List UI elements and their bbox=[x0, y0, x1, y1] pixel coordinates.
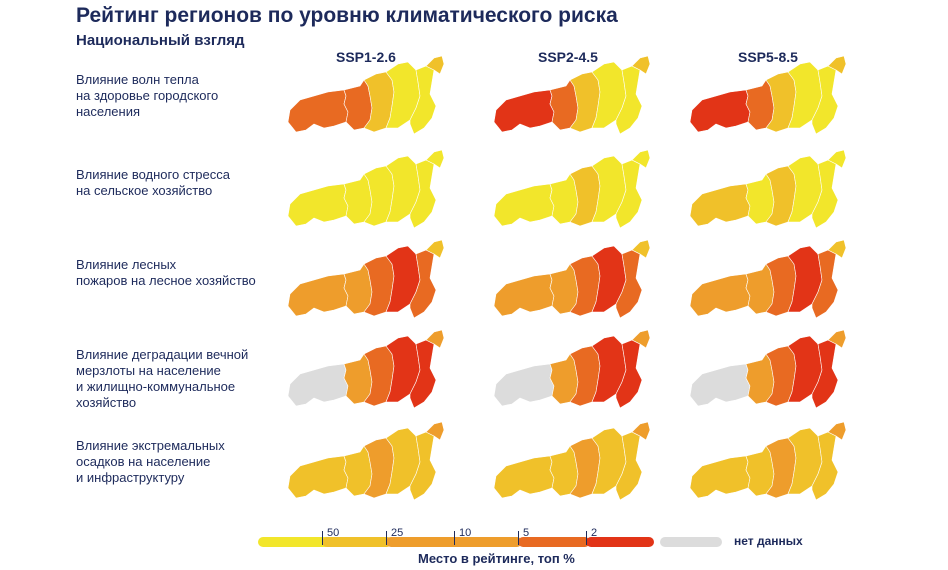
region-west bbox=[689, 455, 751, 499]
legend-tick bbox=[518, 531, 519, 545]
map-risk5-scenario2 bbox=[493, 421, 651, 501]
region-far-east bbox=[615, 431, 643, 501]
region-west bbox=[493, 89, 555, 133]
scenario-header-ssp2: SSP2-4.5 bbox=[538, 49, 598, 65]
region-chukotka bbox=[827, 329, 847, 349]
risk-label-precipitation: Влияние экстремальных осадков на населен… bbox=[76, 438, 225, 485]
region-chukotka bbox=[827, 421, 847, 441]
region-west bbox=[493, 455, 555, 499]
legend-tick-label: 5 bbox=[523, 527, 530, 539]
map-risk1-scenario1 bbox=[287, 55, 445, 135]
map-risk2-scenario1 bbox=[287, 149, 445, 229]
region-chukotka bbox=[425, 329, 445, 349]
region-west bbox=[689, 363, 751, 407]
map-risk4-scenario1 bbox=[287, 329, 445, 409]
region-chukotka bbox=[631, 149, 651, 169]
region-far-east bbox=[615, 339, 643, 409]
region-chukotka bbox=[631, 239, 651, 259]
region-chukotka bbox=[425, 149, 445, 169]
chart-subtitle: Национальный взгляд bbox=[76, 32, 245, 49]
risk-label-permafrost: Влияние деградации вечной мерзлоты на на… bbox=[76, 347, 249, 410]
region-far-east bbox=[811, 249, 839, 319]
region-chukotka bbox=[631, 55, 651, 75]
scenario-header-ssp1: SSP1-2.6 bbox=[336, 49, 396, 65]
map-risk2-scenario2 bbox=[493, 149, 651, 229]
region-west bbox=[493, 183, 555, 227]
map-risk3-scenario2 bbox=[493, 239, 651, 319]
legend-bar-dark-orange bbox=[518, 537, 590, 547]
legend-tick-label: 2 bbox=[591, 527, 598, 539]
risk-label-heat: Влияние волн тепла на здоровье городског… bbox=[76, 72, 219, 119]
region-chukotka bbox=[425, 55, 445, 75]
risk-label-water: Влияние водного стресса на сельское хозя… bbox=[76, 167, 230, 198]
map-risk3-scenario3 bbox=[689, 239, 847, 319]
region-chukotka bbox=[827, 239, 847, 259]
legend-bar-nodata bbox=[660, 537, 722, 547]
legend-tick bbox=[454, 531, 455, 545]
map-risk5-scenario3 bbox=[689, 421, 847, 501]
legend-nodata-label: нет данных bbox=[734, 534, 803, 548]
legend-bar-red bbox=[586, 537, 654, 547]
region-chukotka bbox=[827, 55, 847, 75]
region-far-east bbox=[811, 339, 839, 409]
region-far-east bbox=[409, 431, 437, 501]
region-chukotka bbox=[631, 329, 651, 349]
scenario-header-ssp5: SSP5-8.5 bbox=[738, 49, 798, 65]
chart-title: Рейтинг регионов по уровню климатическог… bbox=[76, 4, 618, 27]
region-west bbox=[493, 363, 555, 407]
legend-tick-label: 25 bbox=[391, 527, 404, 539]
region-chukotka bbox=[425, 239, 445, 259]
region-far-east bbox=[409, 249, 437, 319]
map-risk5-scenario1 bbox=[287, 421, 445, 501]
region-west bbox=[287, 183, 349, 227]
map-risk4-scenario2 bbox=[493, 329, 651, 409]
region-far-east bbox=[811, 65, 839, 135]
map-risk3-scenario1 bbox=[287, 239, 445, 319]
region-far-east bbox=[811, 159, 839, 229]
region-west bbox=[287, 455, 349, 499]
region-far-east bbox=[409, 159, 437, 229]
region-west bbox=[287, 273, 349, 317]
legend-tick-label: 50 bbox=[327, 527, 340, 539]
map-risk1-scenario3 bbox=[689, 55, 847, 135]
legend-tick bbox=[386, 531, 387, 545]
region-far-east bbox=[409, 65, 437, 135]
legend-tick bbox=[322, 531, 323, 545]
risk-label-fire: Влияние лесных пожаров на лесное хозяйст… bbox=[76, 257, 256, 288]
region-west bbox=[493, 273, 555, 317]
legend-tick-label: 10 bbox=[459, 527, 472, 539]
region-chukotka bbox=[827, 149, 847, 169]
region-west bbox=[287, 89, 349, 133]
legend-tick bbox=[586, 531, 587, 545]
region-west bbox=[689, 89, 751, 133]
region-chukotka bbox=[425, 421, 445, 441]
legend-bar-amber bbox=[322, 537, 392, 547]
legend-caption: Место в рейтинге, топ % bbox=[418, 551, 575, 566]
region-west bbox=[287, 363, 349, 407]
region-west bbox=[689, 273, 751, 317]
region-west bbox=[689, 183, 751, 227]
region-far-east bbox=[615, 159, 643, 229]
map-risk1-scenario2 bbox=[493, 55, 651, 135]
map-risk2-scenario3 bbox=[689, 149, 847, 229]
region-far-east bbox=[409, 339, 437, 409]
region-far-east bbox=[615, 65, 643, 135]
map-risk4-scenario3 bbox=[689, 329, 847, 409]
region-chukotka bbox=[631, 421, 651, 441]
region-far-east bbox=[615, 249, 643, 319]
region-far-east bbox=[811, 431, 839, 501]
